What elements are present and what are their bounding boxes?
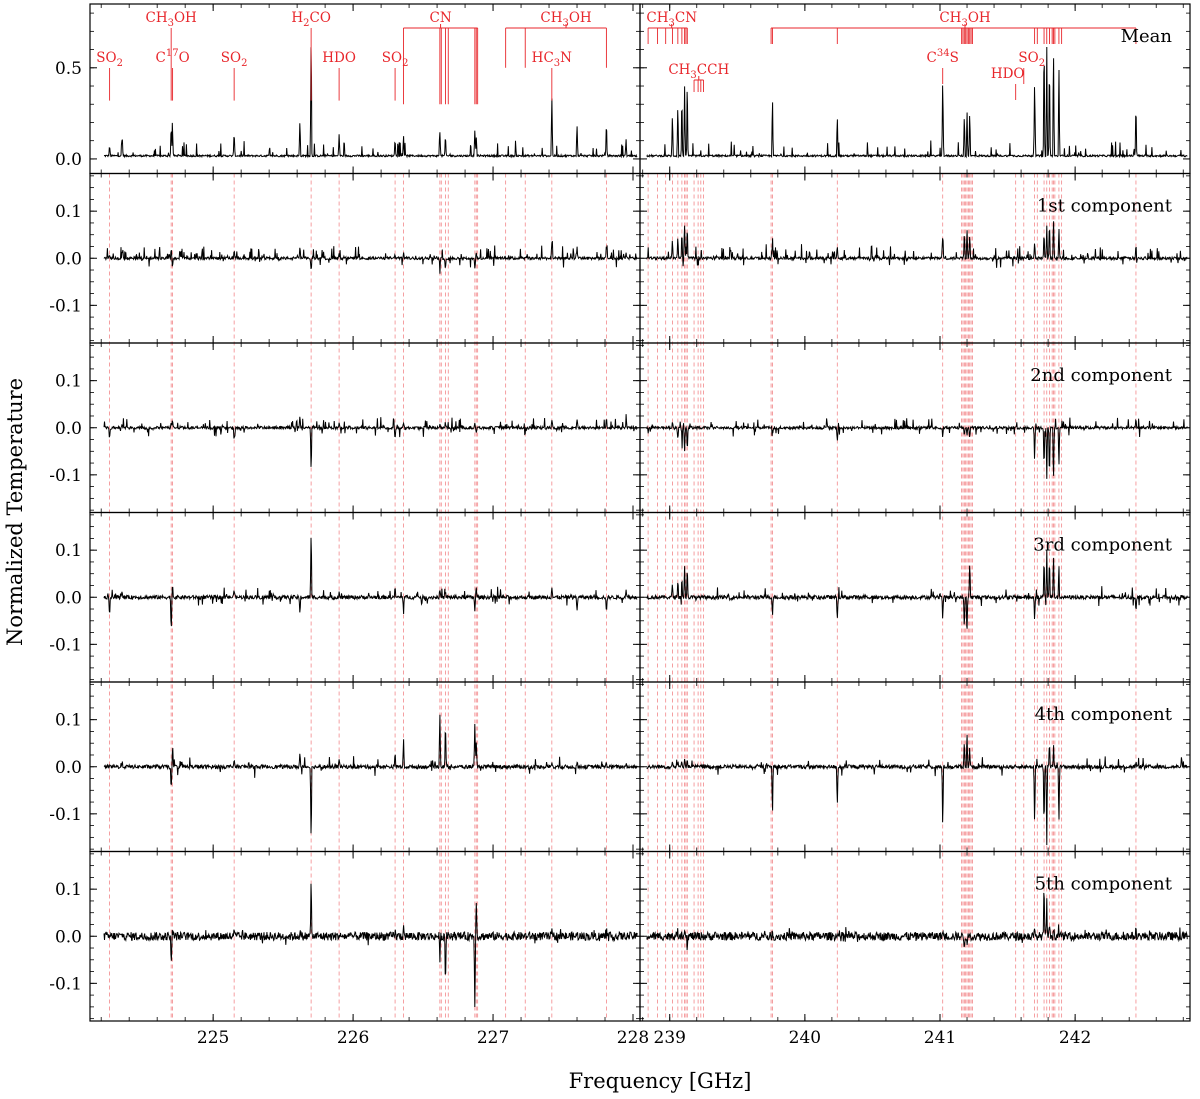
- line-id-cn: CN: [403, 10, 479, 105]
- x-tick-label: 242: [1059, 1028, 1091, 1048]
- line-id-ch3oh: CH3OH: [505, 10, 607, 68]
- axis-titles: Frequency [GHz] Normalized Temperature: [3, 378, 751, 1093]
- panel-label: 4th component: [1035, 704, 1173, 725]
- panel-label: 1st component: [1037, 196, 1173, 217]
- line-id-so2: SO2: [96, 50, 123, 101]
- x-tick-label: 226: [337, 1028, 369, 1048]
- spectrum-left-5: [103, 883, 638, 1008]
- line-label-text: CH3CN: [646, 10, 697, 29]
- y-tick-label: 0.1: [55, 711, 82, 731]
- line-label-text: SO2: [382, 50, 409, 69]
- x-tick-label: 240: [789, 1028, 821, 1048]
- line-label-text: CH3OH: [540, 10, 592, 29]
- line-id-hdo: HDO: [991, 66, 1025, 100]
- y-tick-label: 0.0: [55, 249, 82, 269]
- y-tick-label: 0.0: [55, 927, 82, 947]
- y-tick-label: 0.1: [55, 372, 82, 392]
- spectrum-left-3: [103, 537, 638, 627]
- y-tick-label: 0.1: [55, 202, 82, 222]
- y-tick-label: -0.1: [49, 974, 82, 994]
- y-tick-label: 0.1: [55, 880, 82, 900]
- line-label-text: CH3OH: [939, 10, 991, 29]
- line-id-ch3cch: CH3CCH: [668, 62, 729, 92]
- line-label-text: HC3N: [532, 50, 572, 69]
- line-label-text: CH3CCH: [668, 62, 729, 81]
- spectrum-left-1: [103, 241, 638, 274]
- line-label-text: HDO: [322, 50, 356, 66]
- y-axis-title: Normalized Temperature: [3, 378, 27, 646]
- y-tick-label: 0.0: [55, 150, 82, 170]
- spectrum-right-0: [646, 46, 1188, 159]
- line-label-text: CN: [429, 10, 451, 26]
- x-axis-title: Frequency [GHz]: [569, 1069, 752, 1093]
- spectrum-right-3: [646, 549, 1188, 629]
- line-id-ch3oh: CH3OH: [770, 10, 1137, 44]
- panel-label: 5th component: [1035, 874, 1173, 895]
- y-tick-label: 0.1: [55, 541, 82, 561]
- line-id-c34s: C34S: [927, 48, 959, 84]
- x-tick-label: 241: [924, 1028, 956, 1048]
- line-label-text: C34S: [927, 48, 959, 66]
- line-label-text: H2CO: [291, 10, 331, 29]
- line-id-hdo: HDO: [322, 50, 356, 101]
- line-label-text: C17O: [155, 48, 189, 66]
- y-tick-label: 0.0: [55, 419, 82, 439]
- line-label-text: HDO: [991, 66, 1025, 82]
- y-tick-label: 0.0: [55, 588, 82, 608]
- spectrum-right-4: [646, 734, 1188, 846]
- x-tick-label: 228: [617, 1028, 649, 1048]
- y-tick-label: 0.5: [55, 59, 82, 79]
- line-id-so2: SO2: [221, 50, 248, 101]
- y-tick-label: -0.1: [49, 635, 82, 655]
- panel-label: Mean: [1121, 26, 1173, 47]
- line-id-c17o: C17O: [155, 48, 190, 101]
- line-label-text: CH3OH: [146, 10, 198, 29]
- line-id-so2: SO2: [382, 50, 409, 101]
- panel-right-0: Mean: [639, 3, 1191, 175]
- y-tick-label: -0.1: [49, 296, 82, 316]
- line-label-text: SO2: [1018, 50, 1045, 69]
- panel-label: 2nd component: [1030, 365, 1172, 386]
- spectrum-left-4: [103, 714, 638, 834]
- line-id-ch3cn: CH3CN: [646, 10, 697, 44]
- line-id-hc3n: HC3N: [532, 50, 572, 101]
- y-tick-label: 0.0: [55, 758, 82, 778]
- panel-left-5: -0.1 0.0 0.1 225 226 227 228: [49, 850, 649, 1048]
- line-label-text: SO2: [96, 50, 123, 69]
- y-tick-label: -0.1: [49, 805, 82, 825]
- x-tick-label: 227: [477, 1028, 509, 1048]
- spectrum-right-2: [646, 417, 1188, 479]
- panel-right-5: 239 240 241 242 5th component: [639, 850, 1191, 1048]
- line-label-text: SO2: [221, 50, 248, 69]
- panel-frame: [639, 3, 1191, 175]
- x-tick-label: 225: [197, 1028, 229, 1048]
- line-id-so2: SO2: [1018, 50, 1045, 84]
- spectrum-left-0: [103, 47, 638, 159]
- line-id-h2co: H2CO: [291, 10, 331, 101]
- x-tick-label: 239: [654, 1028, 686, 1048]
- y-tick-label: -0.1: [49, 466, 82, 486]
- spectrum-left-2: [103, 414, 638, 467]
- panel-right-2: 2nd component: [639, 342, 1191, 514]
- spectrum-right-5: [646, 892, 1188, 951]
- spectrum-right-1: [646, 221, 1188, 268]
- panel-label: 3rd component: [1033, 535, 1172, 556]
- line-id-ch3oh: CH3OH: [146, 10, 198, 101]
